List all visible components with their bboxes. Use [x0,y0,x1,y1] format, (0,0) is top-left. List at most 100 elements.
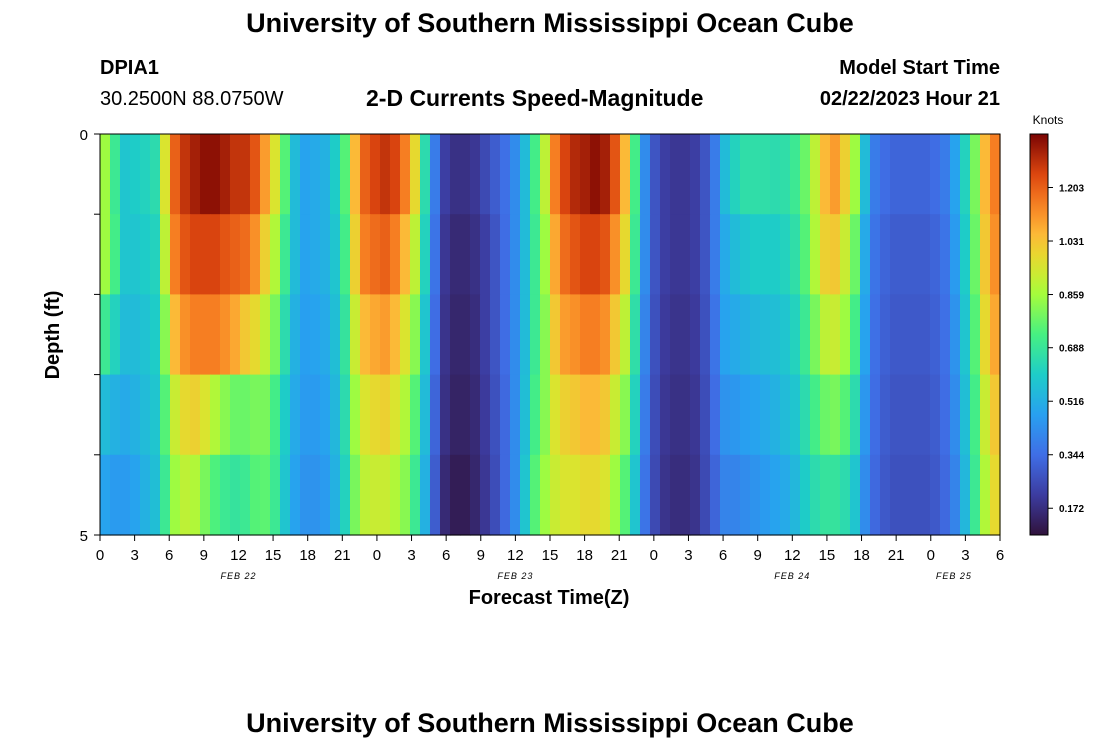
heatmap-cell [900,294,911,376]
heatmap-cell [780,374,791,456]
heatmap-cell [540,374,551,456]
heatmap-cell [650,214,661,295]
heatmap-cell [720,294,731,376]
heatmap-cell [970,294,981,376]
heatmap-cell [220,454,231,536]
heatmap-cell [180,374,191,456]
heatmap-cell [580,134,591,215]
heatmap-cell [610,214,621,295]
heatmap-cell [220,214,231,295]
heatmap-cell [900,454,911,536]
heatmap-cell [270,374,281,456]
heatmap-cell [850,214,861,295]
heatmap-cell [110,294,121,376]
heatmap-cell [740,294,751,376]
heatmap-cell [980,214,991,295]
heatmap-cell [820,134,831,215]
heatmap-cell [120,134,131,215]
heatmap-cell [990,214,1001,295]
heatmap-cell [410,214,421,295]
heatmap-cell [130,374,141,456]
heatmap-cell [190,454,201,536]
heatmap-cell [910,134,921,215]
heatmap-cell [430,294,441,376]
heatmap-cell [160,374,171,456]
heatmap-cell [920,294,931,376]
heatmap-cell [250,294,261,376]
x-tick-label: 21 [611,547,628,564]
date-label: FEB 25 [936,571,972,581]
x-tick-label: 9 [477,547,485,564]
x-tick-label: 12 [784,547,801,564]
heatmap-cell [950,374,961,456]
heatmap-cell [210,214,221,295]
heatmap-cell [920,374,931,456]
heatmap-cell [840,374,851,456]
heatmap-cell [830,214,841,295]
heatmap-cell [140,134,151,215]
heatmap-cell [300,454,311,536]
x-tick-label: 21 [888,547,905,564]
heatmap-cell [510,294,521,376]
heatmap-cell [520,374,531,456]
heatmap-cell [760,134,771,215]
heatmap-cell [590,214,601,295]
heatmap-cell [350,214,361,295]
heatmap-cell [860,134,871,215]
heatmap-cell [760,374,771,456]
heatmap-cell [920,214,931,295]
heatmap-cell [120,294,131,376]
heatmap-cell [280,294,291,376]
heatmap-cell [910,374,921,456]
heatmap-cell [360,214,371,295]
x-tick-label: 12 [507,547,524,564]
heatmap-cell [510,454,521,536]
heatmap-cell [560,374,571,456]
heatmap-cell [810,214,821,295]
heatmap-cell [280,454,291,536]
heatmap-cell [440,454,451,536]
date-label: FEB 22 [220,571,256,581]
heatmap-cell [880,294,891,376]
heatmap-cell [320,214,331,295]
heatmap-cell [890,214,901,295]
heatmap-cell [370,374,381,456]
heatmap-cell [440,374,451,456]
heatmap-cell [450,134,461,215]
heatmap-cell [260,374,271,456]
heatmap-cell [550,294,561,376]
heatmap-cell [830,454,841,536]
heatmap-cell [230,214,241,295]
heatmap-cell [940,294,951,376]
heatmap-cell [790,374,801,456]
heatmap-cell [290,374,301,456]
heatmap-cell [670,454,681,536]
date-label: FEB 24 [774,571,810,581]
heatmap-cell [240,374,251,456]
heatmap-cell [650,294,661,376]
heatmap-cell [550,214,561,295]
heatmap-cell [480,374,491,456]
heatmap-cell [280,374,291,456]
heatmap-cell [120,454,131,536]
x-tick-label: 15 [265,547,282,564]
heatmap-cell [180,134,191,215]
heatmap-cell [980,134,991,215]
heatmap-cell [910,214,921,295]
heatmap-cell [310,214,321,295]
heatmap-cell [370,454,381,536]
heatmap-cell [530,214,541,295]
model-start-label: Model Start Time [839,57,1000,79]
heatmap-cell [520,454,531,536]
heatmap-cell [570,454,581,536]
x-tick-label: 3 [407,547,415,564]
x-tick-label: 12 [230,547,247,564]
heatmap-cell [130,214,141,295]
heatmap-cell [110,454,121,536]
heatmap-cell [730,294,741,376]
x-tick-label: 21 [334,547,351,564]
heatmap-cell [480,134,491,215]
heatmap-cell [830,374,841,456]
heatmap-cell [280,214,291,295]
heatmap-cell [870,294,881,376]
